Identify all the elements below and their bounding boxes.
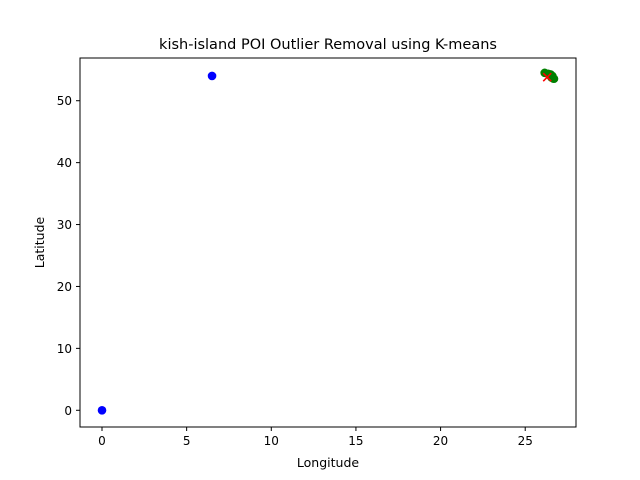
data-point: [207, 71, 217, 81]
x-tick-label: 5: [183, 434, 191, 448]
y-tick-label: 0: [64, 404, 72, 418]
plot-points: [97, 68, 559, 415]
x-tick-label: 15: [348, 434, 363, 448]
y-axis-ticks: 0 10 20 30 40 50: [57, 94, 80, 418]
plot-frame: [79, 57, 577, 428]
y-tick-label: 20: [57, 280, 72, 294]
x-tick-label: 0: [98, 434, 106, 448]
y-tick-label: 30: [57, 218, 72, 232]
x-tick-label: 20: [433, 434, 448, 448]
data-point: [97, 405, 107, 415]
x-axis-label: Longitude: [297, 455, 359, 470]
chart-title: kish-island POI Outlier Removal using K-…: [159, 37, 497, 53]
y-tick-label: 50: [57, 94, 72, 108]
x-axis-ticks: 0 5 10 15 20 25: [98, 427, 533, 448]
y-axis-label: Latitude: [32, 216, 47, 268]
centroid-marker: [542, 72, 552, 82]
y-tick-label: 10: [57, 342, 72, 356]
y-tick-label: 40: [57, 156, 72, 170]
x-tick-label: 25: [518, 434, 533, 448]
x-tick-label: 10: [264, 434, 279, 448]
